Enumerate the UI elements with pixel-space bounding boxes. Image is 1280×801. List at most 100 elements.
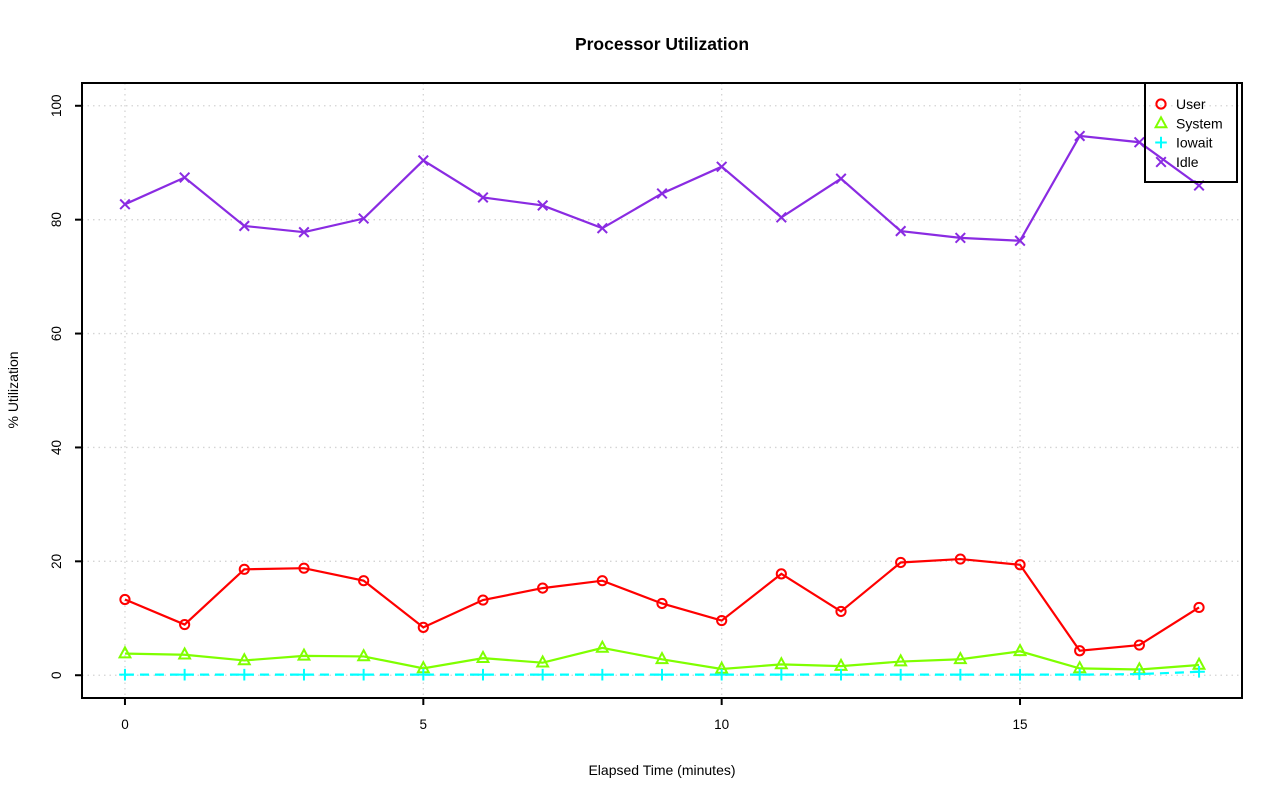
series-iowait-marker: [119, 668, 131, 681]
series-system-marker: [356, 648, 371, 662]
series-system-line: [124, 646, 1200, 671]
axes: 0 5 10 15 0 20 40 60 80 100: [49, 95, 1028, 732]
series-user-line: [124, 557, 1200, 652]
series-system-marker: [117, 645, 133, 659]
x-tick-label: 15: [1013, 717, 1028, 732]
series-user-marker: [1133, 639, 1145, 651]
series-idle-marker: [358, 213, 370, 225]
series-idle-marker: [716, 161, 728, 173]
series-user-marker: [417, 621, 429, 633]
series-idle-marker: [238, 220, 250, 232]
series-idle-marker: [477, 191, 489, 203]
series-iowait-marker: [1014, 668, 1026, 681]
y-tick-label: 0: [49, 671, 64, 679]
series-user-marker: [1193, 601, 1205, 614]
series-user-marker: [537, 582, 549, 594]
series-iowait-marker: [1133, 668, 1146, 680]
series-user-marker: [298, 562, 310, 574]
series-user-marker: [895, 556, 907, 569]
y-tick-label: 80: [49, 212, 64, 227]
series-idle-marker: [1074, 130, 1086, 142]
legend-entry-idle: Idle: [1155, 154, 1199, 170]
series-idle-marker: [596, 222, 608, 234]
series-user-marker: [656, 597, 668, 610]
y-tick-label: 20: [49, 554, 64, 569]
series-iowait-marker: [477, 668, 489, 681]
series-iowait-marker: [1073, 668, 1086, 681]
x-tick-label: 10: [714, 717, 729, 732]
x-axis-label: Elapsed Time (minutes): [588, 762, 735, 778]
series-system-marker: [893, 653, 908, 667]
x-tick-label: 0: [121, 717, 129, 732]
series-iowait-marker: [298, 668, 310, 681]
series-system-marker: [535, 654, 550, 668]
series-system-marker: [177, 646, 192, 660]
series-idle-marker: [895, 225, 907, 237]
series-user-marker: [835, 605, 847, 618]
y-tick-label: 60: [49, 326, 64, 341]
legend-entry-iowait: Iowait: [1155, 135, 1213, 151]
legend-label-iowait: Iowait: [1176, 135, 1213, 151]
series-idle-marker: [298, 226, 310, 238]
series-iowait-marker: [417, 668, 430, 681]
legend-marker-idle: [1155, 156, 1167, 168]
series-idle-marker: [537, 199, 549, 211]
series-user-marker: [596, 575, 608, 587]
series-iowait-marker: [715, 668, 728, 681]
series-idle-marker: [1014, 235, 1026, 247]
series-iowait-marker: [536, 668, 549, 681]
chart-title: Processor Utilization: [575, 34, 749, 54]
y-tick-label: 100: [49, 95, 64, 118]
series-iowait-marker: [656, 668, 668, 681]
legend-marker-user: [1155, 98, 1167, 110]
legend-entry-user: User: [1155, 96, 1206, 112]
series-iowait-marker: [775, 668, 788, 681]
legend-marker-system: [1153, 115, 1169, 129]
series-idle-marker: [954, 232, 966, 244]
legend-label-system: System: [1176, 116, 1223, 132]
series-iowait-marker: [894, 668, 907, 681]
series-system-marker: [237, 652, 252, 666]
legend-label-user: User: [1176, 96, 1206, 112]
series-iowait-marker: [238, 668, 251, 681]
series-idle-marker: [656, 187, 668, 199]
series-idle-marker: [179, 172, 191, 184]
series-system-marker: [654, 650, 670, 665]
legend-marker-iowait: [1155, 136, 1167, 149]
series-user-marker: [954, 553, 966, 565]
series-iowait-marker: [835, 668, 847, 681]
series-user-marker: [358, 575, 370, 587]
series-user-marker: [1074, 645, 1086, 657]
y-axis-label: % Utilization: [5, 351, 21, 428]
legend-label-idle: Idle: [1176, 154, 1199, 170]
series-system-marker: [953, 650, 968, 665]
series-system-marker: [1012, 643, 1028, 657]
series-iowait-marker: [954, 668, 967, 681]
series-system-marker: [595, 639, 610, 653]
series-system-marker: [475, 649, 491, 663]
series-idle-marker: [417, 154, 429, 166]
legend-entry-system: System: [1153, 115, 1223, 132]
series-iowait-marker: [178, 668, 191, 681]
series-idle-marker: [1133, 136, 1145, 148]
legend-box: [1144, 82, 1238, 183]
series-user-marker: [119, 593, 131, 606]
series-user-marker: [716, 614, 728, 627]
series-user-marker: [179, 618, 191, 631]
series-system-marker: [833, 657, 849, 671]
series-iowait-marker: [357, 668, 370, 681]
series-iowait-marker: [596, 668, 609, 681]
series-idle-marker: [835, 173, 847, 185]
y-tick-label: 40: [49, 440, 64, 455]
series-user-marker: [238, 563, 250, 575]
legend: User System Iowait Idle: [1144, 82, 1238, 183]
series-system-marker: [296, 647, 312, 661]
series-user-marker: [477, 594, 489, 606]
gridlines: [82, 83, 1242, 698]
plot-border: [81, 82, 1243, 699]
series-system-marker: [774, 656, 789, 670]
x-tick-label: 5: [420, 717, 428, 732]
series-user-marker: [1014, 559, 1026, 571]
